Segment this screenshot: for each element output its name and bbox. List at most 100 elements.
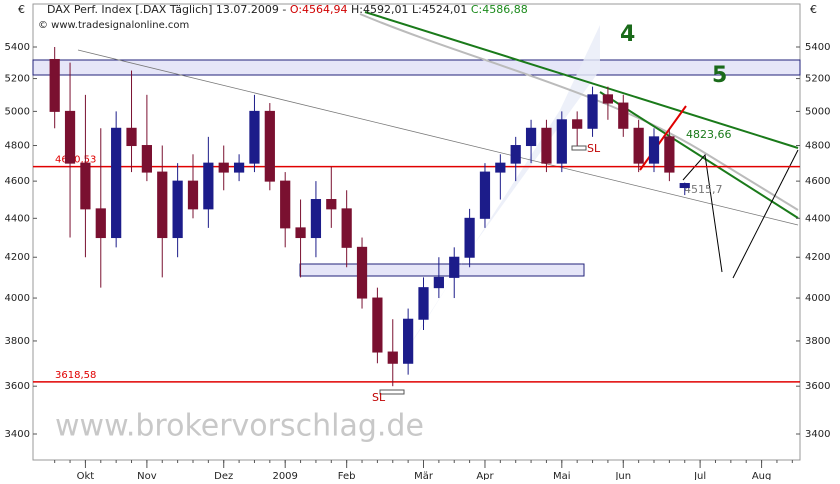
candle-body — [111, 127, 122, 239]
candle-body — [80, 162, 91, 210]
header-low: L:4524,01 — [412, 3, 467, 16]
y-tick-label: 3600 — [5, 381, 30, 392]
header: DAX Perf. Index [.DAX Täglich] 13.07.200… — [47, 3, 528, 16]
candle-body — [249, 110, 260, 164]
y-tick-label: 4200 — [805, 252, 830, 263]
x-tick-label: Jun — [614, 471, 631, 480]
x-tick-label: Aug — [752, 471, 772, 480]
candle-body — [218, 162, 229, 173]
y-tick-label: 4800 — [5, 141, 30, 152]
candle-body — [464, 217, 475, 258]
candle-body — [187, 180, 199, 210]
candle-body — [418, 287, 429, 320]
candle-body — [403, 318, 414, 364]
copyright: © www.tradesignalonline.com — [38, 20, 189, 31]
horizontal-line-label: 4680,53 — [55, 155, 96, 166]
x-tick-label: Feb — [338, 471, 356, 480]
candle-body — [203, 162, 214, 210]
y-tick-label: 3400 — [805, 429, 830, 440]
candle-body — [141, 145, 152, 173]
moving-average — [359, 13, 799, 211]
projection-arrow — [682, 153, 723, 273]
candle-body — [157, 171, 168, 239]
wave-label: 4 — [620, 22, 635, 47]
wave-label: 5 — [712, 63, 727, 88]
candle-body — [479, 171, 491, 219]
projection-arrow — [732, 149, 799, 279]
candle-body — [310, 199, 322, 239]
level-label: 4515,7 — [684, 183, 723, 196]
candle-body — [64, 110, 76, 164]
x-tick-label: Apr — [476, 471, 494, 480]
x-tick-label: Jul — [693, 471, 706, 480]
currency-right: € — [810, 3, 817, 16]
trend-line — [599, 91, 799, 219]
candle-body — [587, 94, 598, 129]
y-tick-label: 5400 — [5, 42, 30, 53]
candle-body — [449, 256, 460, 278]
x-tick-label: Nov — [137, 471, 157, 480]
plot-frame — [32, 3, 801, 461]
candle-body — [525, 127, 537, 147]
header-open: O:4564,94 — [290, 3, 348, 16]
candle-body — [541, 127, 552, 164]
y-tick-label: 5000 — [805, 106, 830, 117]
header-close: C:4586,88 — [471, 3, 528, 16]
support-zone — [299, 263, 585, 277]
x-tick-label: Mär — [414, 471, 434, 480]
candle-body — [510, 145, 521, 164]
sl-label: SL — [372, 391, 386, 404]
watermark: www.brokervorschlag.de — [55, 409, 424, 444]
y-tick-label: 3800 — [5, 336, 30, 347]
level-label: 4823,66 — [686, 128, 732, 141]
candle-body — [126, 127, 137, 147]
y-tick-label: 4400 — [805, 213, 830, 224]
x-tick-label: Dez — [214, 471, 233, 480]
sl-label: SL — [587, 142, 601, 155]
candle-body — [495, 162, 506, 173]
horizontal-line-label: 3618,58 — [55, 370, 96, 381]
y-tick-label: 5400 — [805, 42, 830, 53]
trend-line — [364, 11, 799, 149]
x-tick-label: Mai — [553, 471, 571, 480]
candle-body — [326, 199, 337, 210]
currency-left: € — [18, 3, 25, 16]
candle-body — [664, 136, 675, 173]
sl-marker — [571, 145, 587, 151]
candle-body — [387, 351, 398, 364]
y-tick-label: 5200 — [5, 74, 30, 85]
y-tick-label: 4000 — [805, 293, 830, 304]
candle-body — [602, 94, 614, 104]
y-tick-label: 4000 — [5, 293, 30, 304]
trend-line — [639, 105, 687, 171]
candle-body — [172, 180, 183, 239]
y-tick-label: 3400 — [5, 429, 30, 440]
candle-body — [233, 162, 245, 173]
candle-body — [633, 127, 644, 164]
candle-body — [572, 119, 583, 129]
candle-body — [95, 208, 106, 239]
candle-body — [356, 246, 368, 299]
y-tick-label: 3800 — [805, 336, 830, 347]
candle-body — [341, 208, 352, 248]
candle-body — [280, 180, 291, 229]
y-tick-label: 4600 — [5, 176, 30, 187]
y-tick-label: 4200 — [5, 252, 30, 263]
candle-body — [433, 276, 444, 289]
candle-body — [679, 183, 690, 189]
candle-body — [264, 110, 275, 182]
y-tick-label: 4400 — [5, 213, 30, 224]
candle-body — [49, 58, 60, 112]
candle-body — [648, 136, 660, 164]
header-high: H:4592,01 — [351, 3, 408, 16]
y-tick-label: 4800 — [805, 141, 830, 152]
candle-body — [618, 102, 629, 129]
trend-line — [77, 49, 799, 226]
candle-body — [295, 227, 306, 239]
y-tick-label: 5000 — [5, 106, 30, 117]
header-title: DAX Perf. Index [.DAX Täglich] 13.07.200… — [47, 3, 286, 16]
y-tick-label: 5200 — [805, 74, 830, 85]
y-tick-label: 4600 — [805, 176, 830, 187]
